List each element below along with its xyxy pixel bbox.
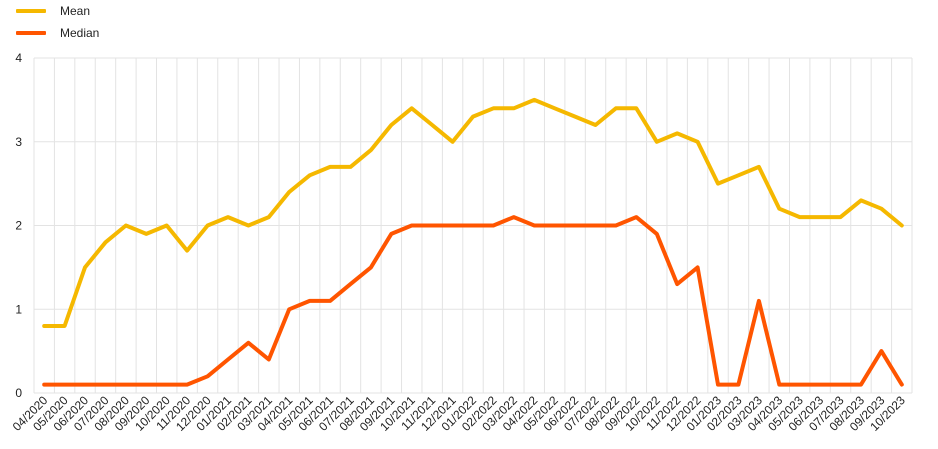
legend-item-mean[interactable]: Mean	[16, 0, 99, 22]
y-tick-label: 1	[15, 302, 22, 316]
legend-item-median[interactable]: Median	[16, 22, 99, 44]
legend-label-mean: Mean	[60, 4, 91, 18]
y-tick-label: 3	[15, 135, 22, 149]
series-line-mean[interactable]	[42, 97, 904, 328]
legend: Mean Median	[16, 0, 99, 44]
x-axis: 04/202005/202006/202007/202008/202009/20…	[10, 393, 908, 434]
legend-label-median: Median	[60, 26, 100, 40]
series-lines	[42, 97, 904, 387]
y-axis: 0 1 2 3 4	[15, 51, 22, 400]
legend-swatch-mean	[16, 9, 46, 13]
y-tick-label: 2	[15, 219, 22, 233]
y-tick-label: 0	[15, 386, 22, 400]
y-tick-label: 4	[15, 51, 22, 65]
legend-swatch-median	[16, 31, 46, 35]
series-line-median[interactable]	[42, 215, 904, 387]
